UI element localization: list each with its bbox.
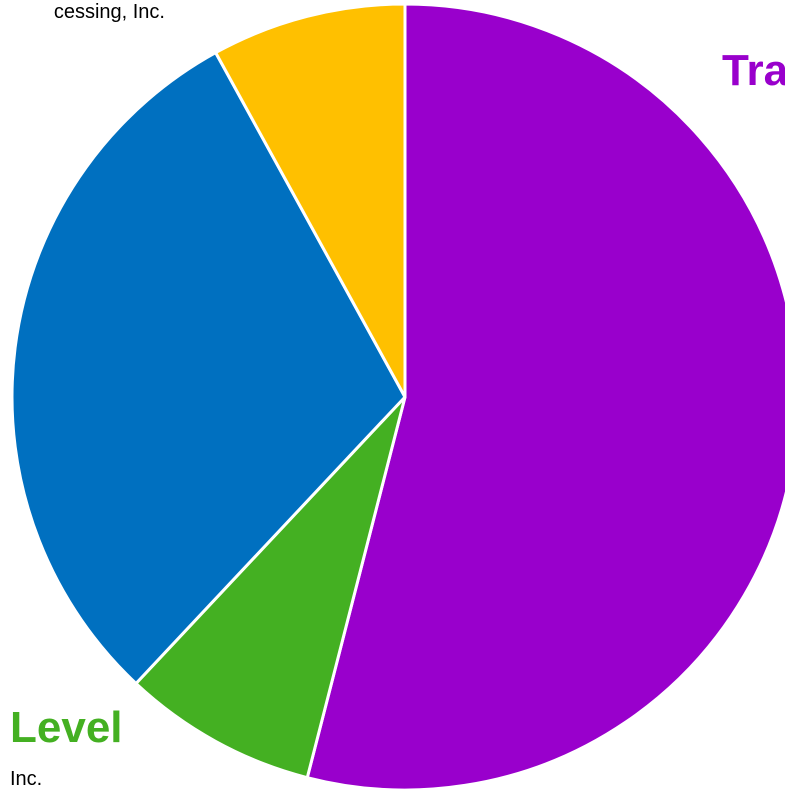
annotation: Inc. <box>10 768 42 790</box>
pie-slice <box>10 51 407 685</box>
pie-slice <box>305 2 785 791</box>
annotation: cessing, Inc. <box>54 1 165 23</box>
pie-slice <box>134 395 407 780</box>
annotation: Level <box>10 703 123 752</box>
annotation: Tra <box>722 46 785 95</box>
pie-slice <box>214 2 407 399</box>
